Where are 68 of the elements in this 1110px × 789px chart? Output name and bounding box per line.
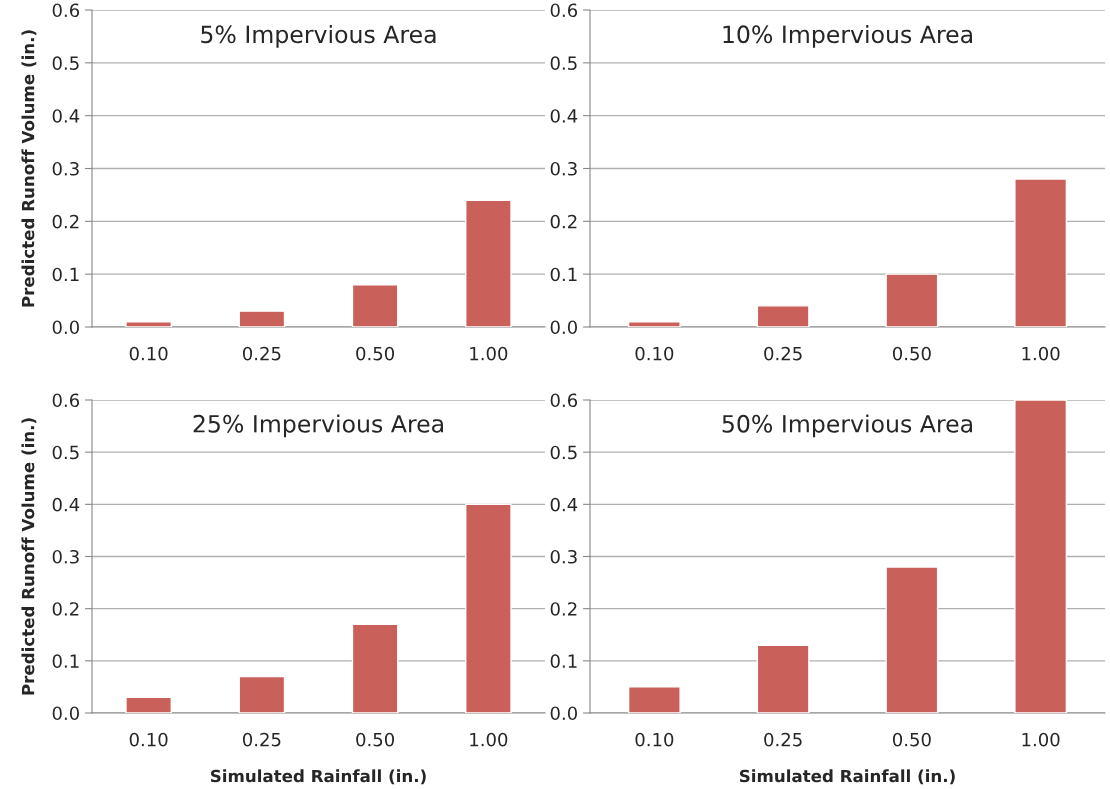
y-tick-label: 0.6 xyxy=(550,3,578,18)
x-tick-label: 0.50 xyxy=(356,732,395,747)
bar xyxy=(756,305,810,327)
y-tick-label: 0.4 xyxy=(550,497,578,512)
y-tick-label: 0.2 xyxy=(52,214,79,229)
y-axis-title: Predicted Runoff Volume (in.) xyxy=(21,418,37,695)
bar xyxy=(465,199,512,327)
text: 50% Impervious Area xyxy=(722,414,972,438)
x-axis-title: Simulated Rainfall (in.) xyxy=(210,769,426,785)
bar xyxy=(885,273,939,327)
x-tick-label: 0.50 xyxy=(892,732,931,747)
x-tick-label: 0.50 xyxy=(892,346,931,361)
x-tick-label: 1.00 xyxy=(1022,732,1060,747)
y-tick-label: 0.0 xyxy=(550,320,577,335)
y-tick-label: 0.2 xyxy=(550,214,577,229)
y-tick-label: 0.5 xyxy=(550,56,577,70)
y-tick-label: 0.3 xyxy=(550,549,577,564)
x-tick-label: 0.10 xyxy=(129,732,168,747)
x-tick-label: 0.10 xyxy=(635,346,674,361)
y-tick-label: 0.4 xyxy=(52,497,80,512)
y-tick-label: 0.5 xyxy=(550,445,577,460)
y-tick-label: 0.1 xyxy=(52,654,79,668)
y-tick-label: 0.6 xyxy=(550,393,578,408)
y-tick-label: 0.3 xyxy=(550,161,577,176)
x-axis-title: Simulated Rainfall (in.) xyxy=(739,769,955,785)
bar xyxy=(125,321,172,327)
bar xyxy=(627,321,681,327)
y-tick-label: 0.6 xyxy=(52,393,80,408)
bar xyxy=(756,644,810,713)
y-tick-label: 0.2 xyxy=(52,602,79,616)
bar xyxy=(465,503,512,713)
bar xyxy=(627,686,681,713)
bar xyxy=(351,284,399,327)
bar xyxy=(238,310,286,327)
y-tick-label: 0.0 xyxy=(52,320,79,335)
y-tick-label: 0.4 xyxy=(52,109,80,123)
x-tick-label: 0.25 xyxy=(242,346,281,361)
x-tick-label: 0.10 xyxy=(129,346,168,361)
x-tick-label: 1.00 xyxy=(470,732,508,747)
x-tick-label: 1.00 xyxy=(470,346,508,361)
x-tick-label: 0.10 xyxy=(635,732,674,747)
y-tick-label: 0.5 xyxy=(52,56,79,70)
x-tick-label: 0.25 xyxy=(764,732,802,747)
y-tick-label: 0.5 xyxy=(52,445,79,460)
y-tick-label: 0.6 xyxy=(52,3,80,18)
y-tick-label: 0.1 xyxy=(52,267,79,282)
bar xyxy=(351,623,399,713)
x-tick-label: 1.00 xyxy=(1022,346,1060,361)
x-tick-label: 0.25 xyxy=(242,732,281,747)
text: 5% Impervious Area xyxy=(201,24,436,48)
text: 25% Impervious Area xyxy=(193,414,443,438)
y-tick-label: 0.3 xyxy=(52,161,79,176)
y-tick-label: 0.4 xyxy=(550,109,578,123)
y-tick-label: 0.0 xyxy=(550,706,577,721)
y-axis-title: Predicted Runoff Volume (in.) xyxy=(21,30,37,307)
y-tick-label: 0.1 xyxy=(550,654,577,668)
y-tick-label: 0.0 xyxy=(52,706,79,721)
bar xyxy=(1014,178,1068,327)
bar xyxy=(1014,400,1068,713)
x-tick-label: 0.50 xyxy=(356,346,395,361)
x-tick-label: 0.25 xyxy=(764,346,802,361)
bar xyxy=(125,696,172,713)
y-tick-label: 0.3 xyxy=(52,549,79,564)
y-tick-label: 0.2 xyxy=(550,602,577,616)
text: 10% Impervious Area xyxy=(723,24,972,48)
bar xyxy=(238,675,286,713)
bar xyxy=(885,566,939,713)
y-tick-label: 0.1 xyxy=(550,267,577,282)
